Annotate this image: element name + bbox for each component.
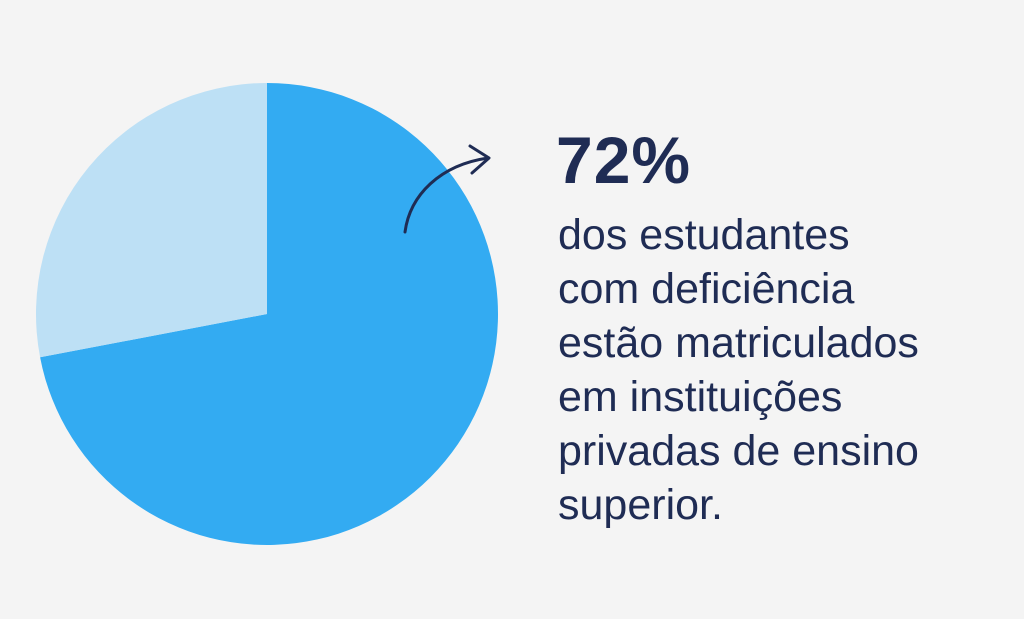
description-line: dos estudantes — [558, 211, 850, 259]
pie-slice-72 — [40, 83, 499, 545]
headline-percentage: 72% — [556, 123, 692, 197]
description-line: privadas de ensino — [558, 427, 919, 475]
description-line: superior. — [558, 481, 723, 529]
pie-slice-28 — [35, 83, 267, 358]
description-line: em instituições — [558, 373, 843, 421]
curved-arrow-icon — [403, 144, 491, 234]
description-line: estão matriculados — [558, 319, 919, 367]
description-line: com deficiência — [558, 265, 855, 313]
description: dos estudantes com deficiência estão mat… — [558, 208, 919, 532]
